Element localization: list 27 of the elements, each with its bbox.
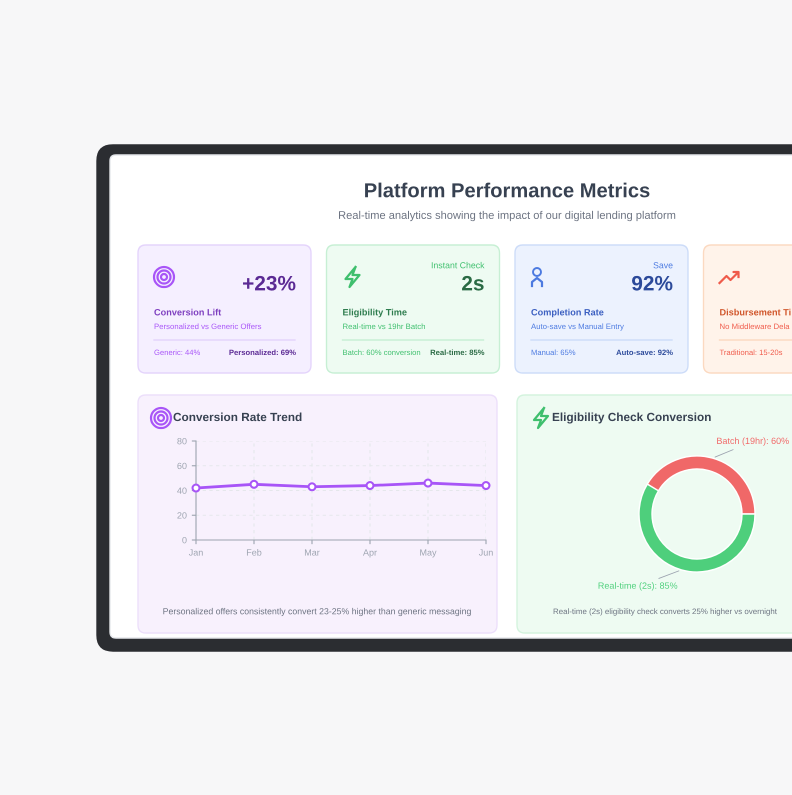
text: +23% <box>243 276 296 291</box>
x-tick-label: Apr <box>362 549 377 558</box>
text: Conversion Lift <box>154 308 222 316</box>
chart-title: Eligibility Check Conversion <box>552 412 711 424</box>
x-tick-label: Mar <box>304 549 320 556</box>
x-tick-label: Feb <box>246 549 262 556</box>
text: 92% <box>632 276 672 291</box>
x-tick-label: Jan <box>188 549 203 556</box>
text: Platform Performance Metrics <box>365 182 650 198</box>
slice-label: Real-time (2s): 85% <box>598 582 678 591</box>
text: Eligibility Time <box>343 308 407 318</box>
text: Instant Check <box>432 262 485 268</box>
text: Save <box>653 262 673 268</box>
text: Personalized offers consistently convert 23-25% higher than generic messaging <box>163 608 471 616</box>
slice-label: Batch (19hr): 60% <box>717 437 789 446</box>
chart-title: Conversion Rate Trend <box>173 412 302 422</box>
text: Real-time analytics showing the impact of our digital lending platform <box>339 210 676 222</box>
text: Disbursement Ti <box>720 308 791 316</box>
y-tick-label: 20 <box>177 512 187 519</box>
y-tick-label: 0 <box>182 536 187 544</box>
x-tick-label: Jun <box>478 549 493 556</box>
y-tick-label: 40 <box>177 487 187 494</box>
text: 2s <box>462 276 484 291</box>
x-tick-label: May <box>420 549 437 558</box>
y-tick-label: 80 <box>177 438 187 444</box>
y-tick-label: 60 <box>177 462 187 470</box>
text: Completion Rate <box>531 308 604 318</box>
